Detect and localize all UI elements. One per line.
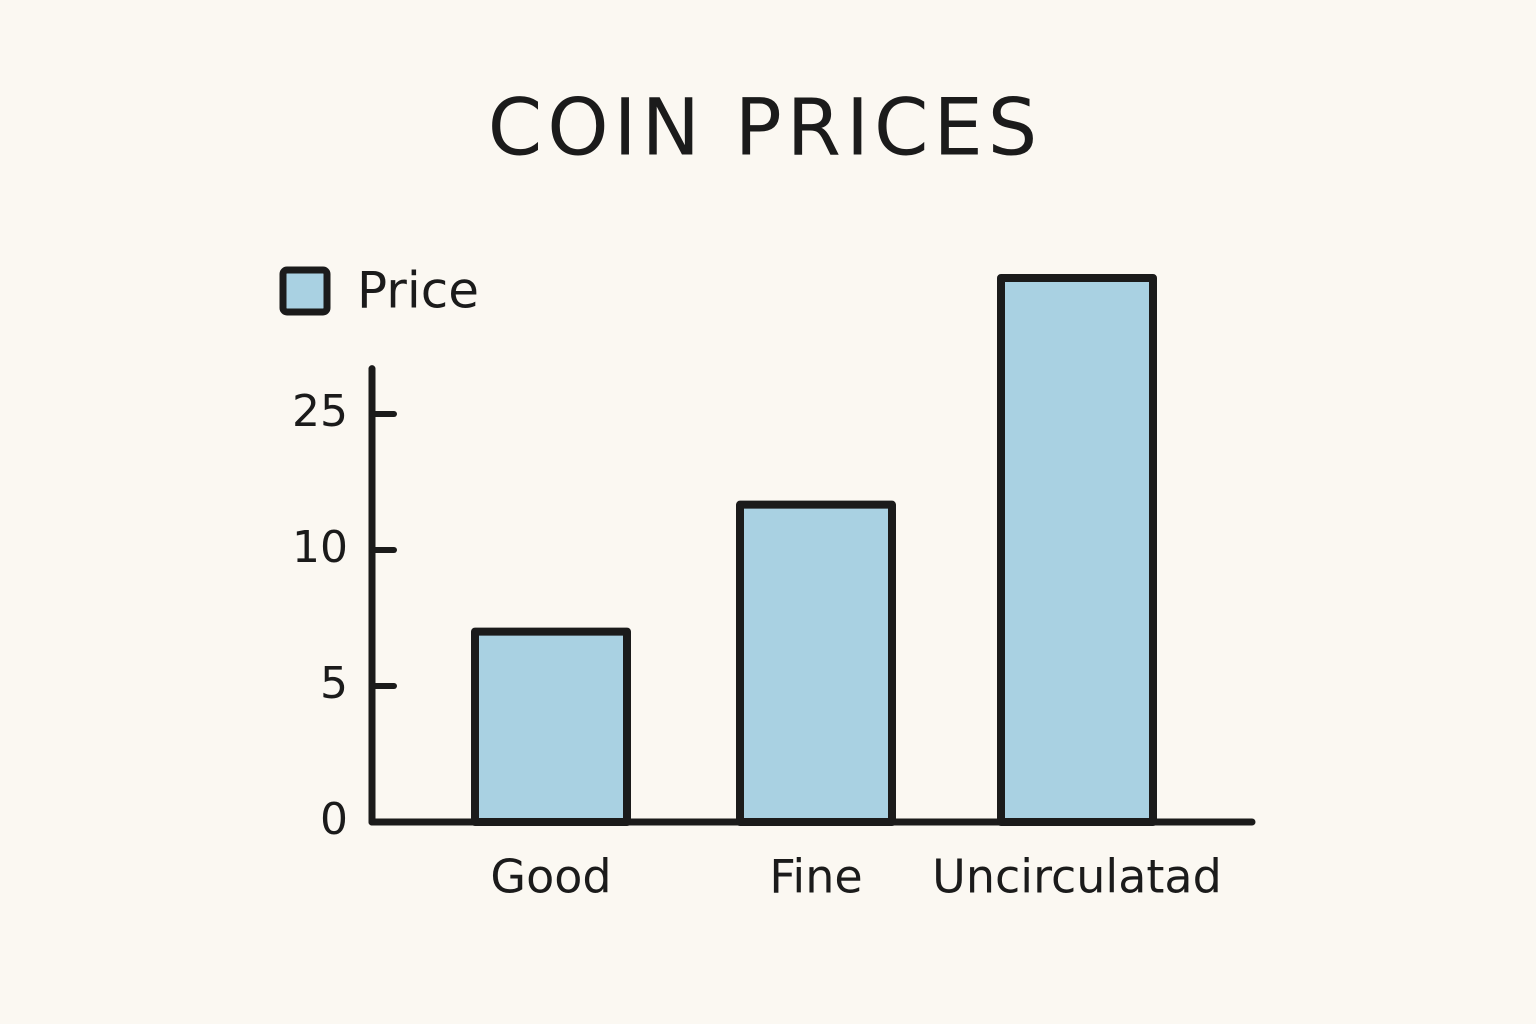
bar [471, 627, 631, 826]
y-tick-label: 10 [292, 522, 348, 573]
x-tick-label: Fine [769, 850, 862, 904]
legend-swatch [279, 266, 331, 316]
x-tick-label: Uncirculatad [932, 850, 1222, 904]
x-tick-label: Good [490, 850, 611, 904]
chart-title: COIN PRICES [488, 83, 1043, 173]
y-tick-label: 0 [320, 794, 348, 845]
bar [997, 274, 1157, 826]
legend-label: Price [357, 262, 479, 320]
y-tick-label: 5 [320, 658, 348, 709]
bar [736, 500, 896, 826]
y-tick-label: 25 [292, 386, 348, 437]
